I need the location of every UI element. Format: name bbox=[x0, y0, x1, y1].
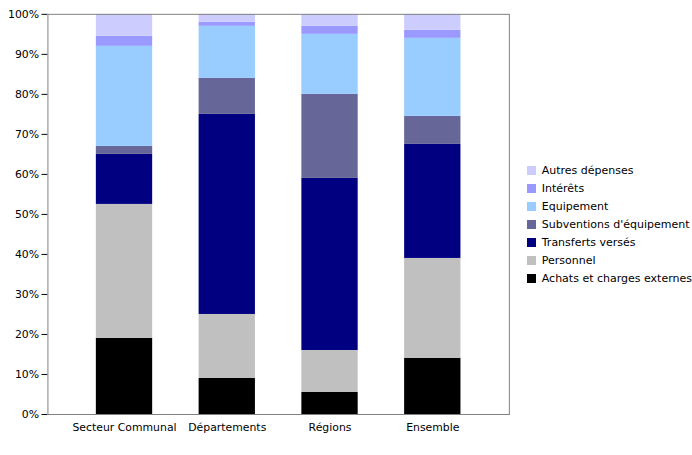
svg-text:50%: 50% bbox=[15, 208, 39, 221]
html-text:Equipement: Equipement bbox=[541, 200, 609, 214]
svg-text:30%: 30% bbox=[15, 288, 39, 301]
html-text:Intérêts: Intérêts bbox=[541, 182, 585, 196]
svg-text:70%: 70% bbox=[15, 128, 39, 141]
svg-text:90%: 90% bbox=[15, 48, 39, 61]
svg-text:40%: 40% bbox=[15, 248, 39, 261]
svg-text:60%: 60% bbox=[15, 168, 39, 181]
html-text:Autres dépenses: Autres dépenses bbox=[541, 164, 634, 178]
svg-text:Secteur Communal: Secteur Communal bbox=[72, 421, 176, 434]
svg-text:80%: 80% bbox=[15, 88, 39, 101]
svg-text:Ensemble: Ensemble bbox=[406, 421, 460, 434]
svg-text:Régions: Régions bbox=[309, 421, 352, 434]
svg-text:Départements: Départements bbox=[188, 421, 266, 434]
svg-text:0%: 0% bbox=[22, 408, 39, 421]
svg-text:20%: 20% bbox=[15, 328, 39, 341]
html-text:Achats et charges externes: Achats et charges externes bbox=[541, 272, 692, 286]
svg-text:10%: 10% bbox=[15, 368, 39, 381]
html-text:Subventions d'équipement: Subventions d'équipement bbox=[541, 218, 690, 232]
html-text:Personnel: Personnel bbox=[541, 254, 596, 268]
html-text:Transferts versés: Transferts versés bbox=[541, 236, 636, 250]
svg-text:100%: 100% bbox=[8, 8, 39, 21]
